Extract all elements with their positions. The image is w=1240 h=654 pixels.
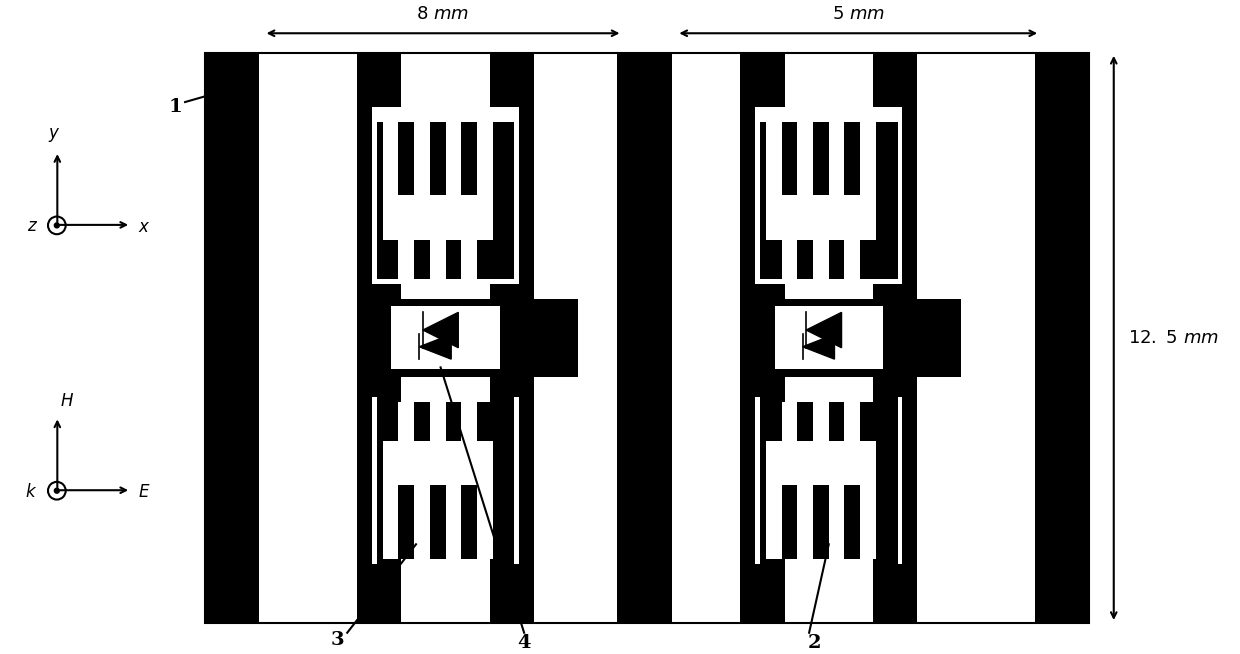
Bar [461, 196, 477, 279]
Bar [357, 53, 402, 623]
Text: $H$: $H$ [61, 392, 74, 409]
Bar [844, 402, 861, 485]
Bar [766, 441, 781, 559]
Bar [398, 196, 414, 279]
Bar [372, 397, 377, 564]
Bar [760, 122, 898, 279]
Bar [797, 441, 813, 559]
Polygon shape [423, 313, 459, 348]
Bar [861, 122, 875, 239]
Bar [205, 53, 1089, 623]
Bar [372, 117, 377, 284]
Bar [797, 122, 813, 239]
Bar [430, 196, 445, 279]
Bar [844, 196, 861, 279]
Circle shape [55, 223, 60, 228]
Bar [813, 196, 828, 279]
Text: 2: 2 [807, 634, 821, 651]
Bar [477, 122, 492, 239]
Bar [445, 441, 461, 559]
Polygon shape [806, 313, 842, 348]
Bar [461, 402, 477, 485]
Bar [377, 402, 515, 559]
Bar [383, 441, 398, 559]
Bar [372, 107, 520, 284]
Bar [515, 117, 520, 284]
Bar [828, 122, 844, 239]
Bar [430, 402, 445, 485]
Bar [515, 397, 520, 564]
Bar [372, 107, 520, 284]
Bar [477, 441, 492, 559]
Text: $12.\ 5\ \mathit{mm}$: $12.\ 5\ \mathit{mm}$ [1128, 329, 1220, 347]
Bar [414, 441, 430, 559]
Text: $x$: $x$ [138, 219, 150, 236]
Bar [205, 53, 1089, 623]
Bar [861, 441, 875, 559]
Bar [740, 53, 785, 623]
Text: $k$: $k$ [26, 483, 37, 501]
Bar [383, 122, 398, 239]
Bar [392, 307, 500, 370]
Bar [828, 441, 844, 559]
Text: $E$: $E$ [138, 484, 150, 501]
Bar [205, 53, 259, 623]
Bar [445, 122, 461, 239]
Text: $z$: $z$ [26, 218, 37, 235]
Bar [490, 53, 534, 623]
Text: 3: 3 [331, 630, 345, 649]
Text: $8\ \mathit{mm}$: $8\ \mathit{mm}$ [417, 5, 470, 24]
Text: 4: 4 [517, 634, 531, 651]
Bar [618, 53, 672, 623]
Bar [755, 107, 903, 284]
Bar [781, 196, 797, 279]
Text: $y$: $y$ [48, 126, 61, 145]
Bar [766, 122, 781, 239]
Bar [898, 117, 903, 284]
Bar [813, 402, 828, 485]
Bar [357, 299, 578, 377]
Bar [740, 299, 961, 377]
Bar [377, 122, 515, 279]
Polygon shape [419, 334, 451, 359]
Bar [414, 122, 430, 239]
Bar [1035, 53, 1089, 623]
Bar [898, 397, 903, 564]
Bar [781, 402, 797, 485]
Bar [755, 117, 760, 284]
Bar [873, 53, 918, 623]
Circle shape [55, 489, 60, 493]
Bar [755, 397, 760, 564]
Text: 1: 1 [169, 98, 182, 116]
Polygon shape [802, 334, 835, 359]
Text: $5\ \mathit{mm}$: $5\ \mathit{mm}$ [832, 5, 885, 24]
Bar [398, 402, 414, 485]
Bar [755, 107, 903, 284]
Bar [760, 402, 898, 559]
Bar [775, 307, 883, 370]
